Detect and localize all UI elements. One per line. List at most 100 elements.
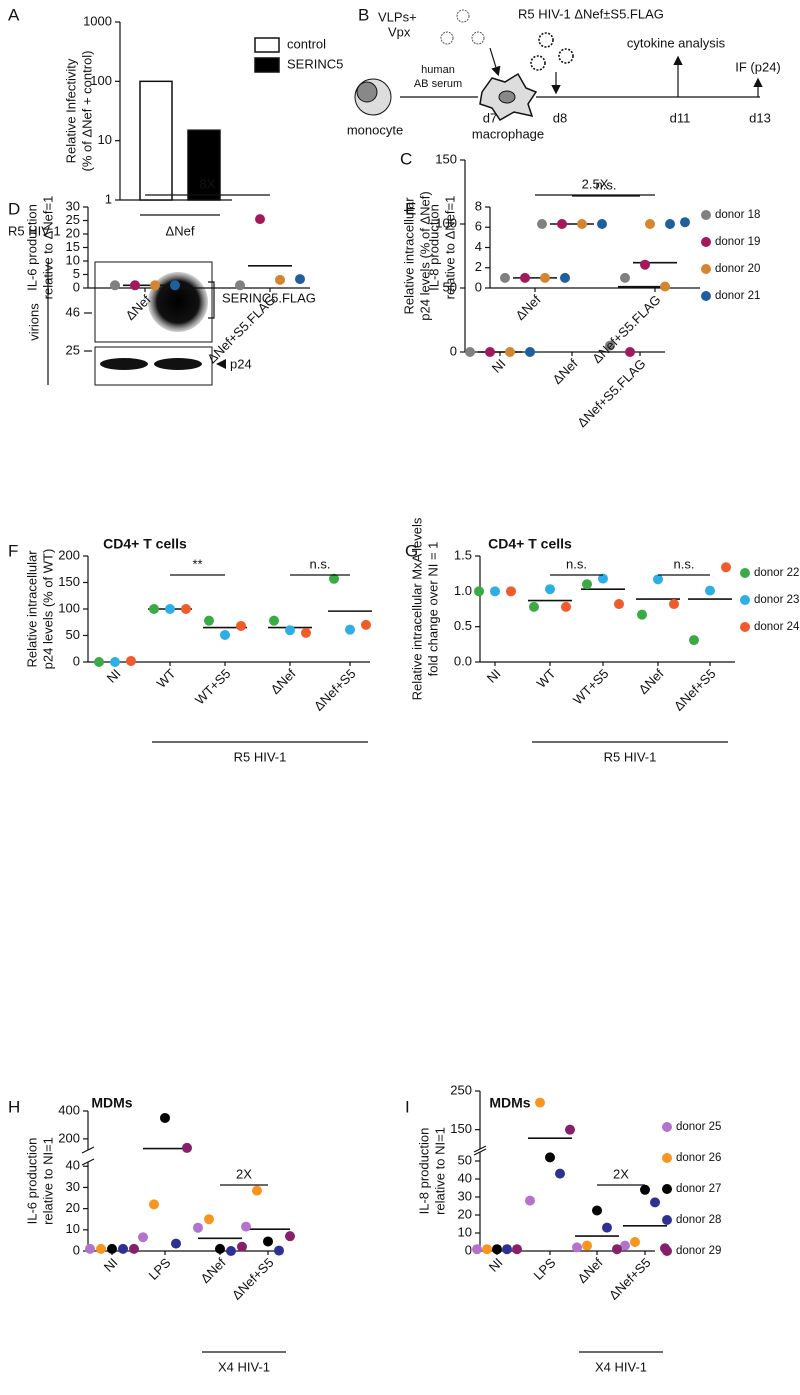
group-label: X4 HIV-1 (595, 1359, 647, 1374)
blot-band (154, 358, 202, 370)
y-axis-label: Relative Infectivity (63, 58, 78, 163)
legend-label: donor 26 (676, 1152, 721, 1164)
legend-marker (701, 237, 711, 247)
data-point (94, 657, 104, 667)
data-point (220, 629, 230, 640)
data-point (85, 1243, 95, 1254)
axis-break (81, 1158, 95, 1166)
virus-icons (530, 32, 574, 71)
y-axis-label: relative to ΔNef=1 (40, 196, 55, 300)
data-point (465, 347, 475, 357)
x-tick-label: NI (489, 356, 509, 376)
data-point (149, 604, 159, 614)
data-point (540, 272, 550, 283)
y-tick-label: 1000 (83, 13, 112, 28)
y-axis-label: p24 levels (% of WT) (40, 549, 55, 670)
data-point (560, 272, 570, 283)
data-point (597, 219, 607, 229)
data-point (505, 347, 515, 357)
band-arrow (216, 359, 226, 369)
x-tick-label: ΔNef (635, 666, 666, 697)
legend-label: SERINC5 (287, 56, 343, 71)
legend-marker (740, 622, 750, 632)
comparison-label: n.s. (596, 177, 617, 192)
diagram-label: cytokine analysis (627, 35, 726, 50)
data-point (653, 574, 663, 585)
y-tick-label: 5 (73, 266, 80, 281)
data-point (512, 1244, 522, 1255)
data-point (592, 1205, 602, 1216)
data-point (193, 1222, 203, 1233)
y-tick-label: 4 (475, 239, 482, 254)
band-label: SERINC5.FLAG (222, 290, 316, 305)
data-point (110, 657, 120, 667)
data-point (235, 280, 245, 291)
x-tick-label: NI (486, 1255, 506, 1275)
panel-labels: A B C D E F G H I (8, 5, 418, 1116)
data-point (602, 1222, 612, 1233)
data-point (545, 584, 555, 595)
data-point (255, 214, 265, 225)
x-tick-label: ΔNef (574, 1255, 605, 1286)
legend-marker (740, 595, 750, 605)
arrow (489, 47, 501, 77)
data-point (285, 625, 295, 636)
data-point (620, 272, 630, 283)
y-tick-label: 200 (58, 1130, 80, 1145)
data-point (506, 586, 516, 597)
data-point (640, 1184, 650, 1195)
vlp-icons (440, 9, 485, 45)
data-point (645, 219, 655, 229)
data-point (472, 1244, 482, 1255)
data-point (561, 601, 571, 612)
data-point (345, 624, 355, 635)
data-point (150, 280, 160, 291)
y-axis-label: relative to ΔNef=1 (442, 196, 457, 300)
legend-label: donor 29 (676, 1245, 721, 1257)
data-point (236, 620, 246, 631)
x-tick-label: ΔNef+S5 (606, 1255, 654, 1303)
day-label: d8 (553, 110, 567, 125)
data-point (182, 1142, 192, 1153)
panel-label: D (8, 199, 20, 218)
x-tick-label: WT (154, 666, 179, 691)
data-point (285, 1231, 295, 1242)
data-point (204, 615, 214, 626)
band-bracket (208, 281, 215, 319)
y-tick-label: 30 (66, 1179, 80, 1194)
y-tick-label: 1.5 (454, 547, 472, 562)
y-tick-label: 1 (105, 191, 112, 206)
data-point (565, 1124, 575, 1135)
data-point (241, 1221, 251, 1232)
band-label: p24 (230, 356, 252, 371)
data-point (110, 280, 120, 291)
data-point (582, 1240, 592, 1251)
y-axis-label: IL-6 production (24, 204, 39, 291)
panel-label: B (358, 5, 369, 24)
chart-title: MDMs (91, 1095, 132, 1111)
y-tick-label: 50 (66, 627, 80, 642)
diagram-label: macrophage (472, 126, 544, 141)
legend-label: donor 19 (715, 236, 760, 248)
data-point (490, 586, 500, 597)
y-tick-label: 30 (458, 1188, 472, 1203)
legend-label: donor 22 (754, 567, 799, 579)
data-point (500, 272, 510, 283)
legend-marker (662, 1184, 672, 1194)
y-tick-label: 40 (66, 1158, 80, 1173)
x-tick-label: LPS (146, 1255, 174, 1283)
y-tick-label: 30 (66, 198, 80, 213)
x-tick-label: NI (104, 666, 124, 686)
timeline-diagram: VLPs+ Vpx R5 HIV-1 ΔNef±S5.FLAG monocyte… (347, 6, 781, 141)
legend-marker (662, 1246, 672, 1256)
comparison-label: n.s. (310, 556, 331, 571)
data-point (545, 1152, 555, 1163)
y-tick-label: 150 (58, 574, 80, 589)
legend-label: donor 18 (715, 209, 760, 221)
data-point (705, 585, 715, 596)
data-point (482, 1244, 492, 1255)
data-point (620, 1240, 630, 1251)
x-tick-label: ΔNef (166, 223, 195, 238)
y-tick-label: 2 (475, 259, 482, 274)
